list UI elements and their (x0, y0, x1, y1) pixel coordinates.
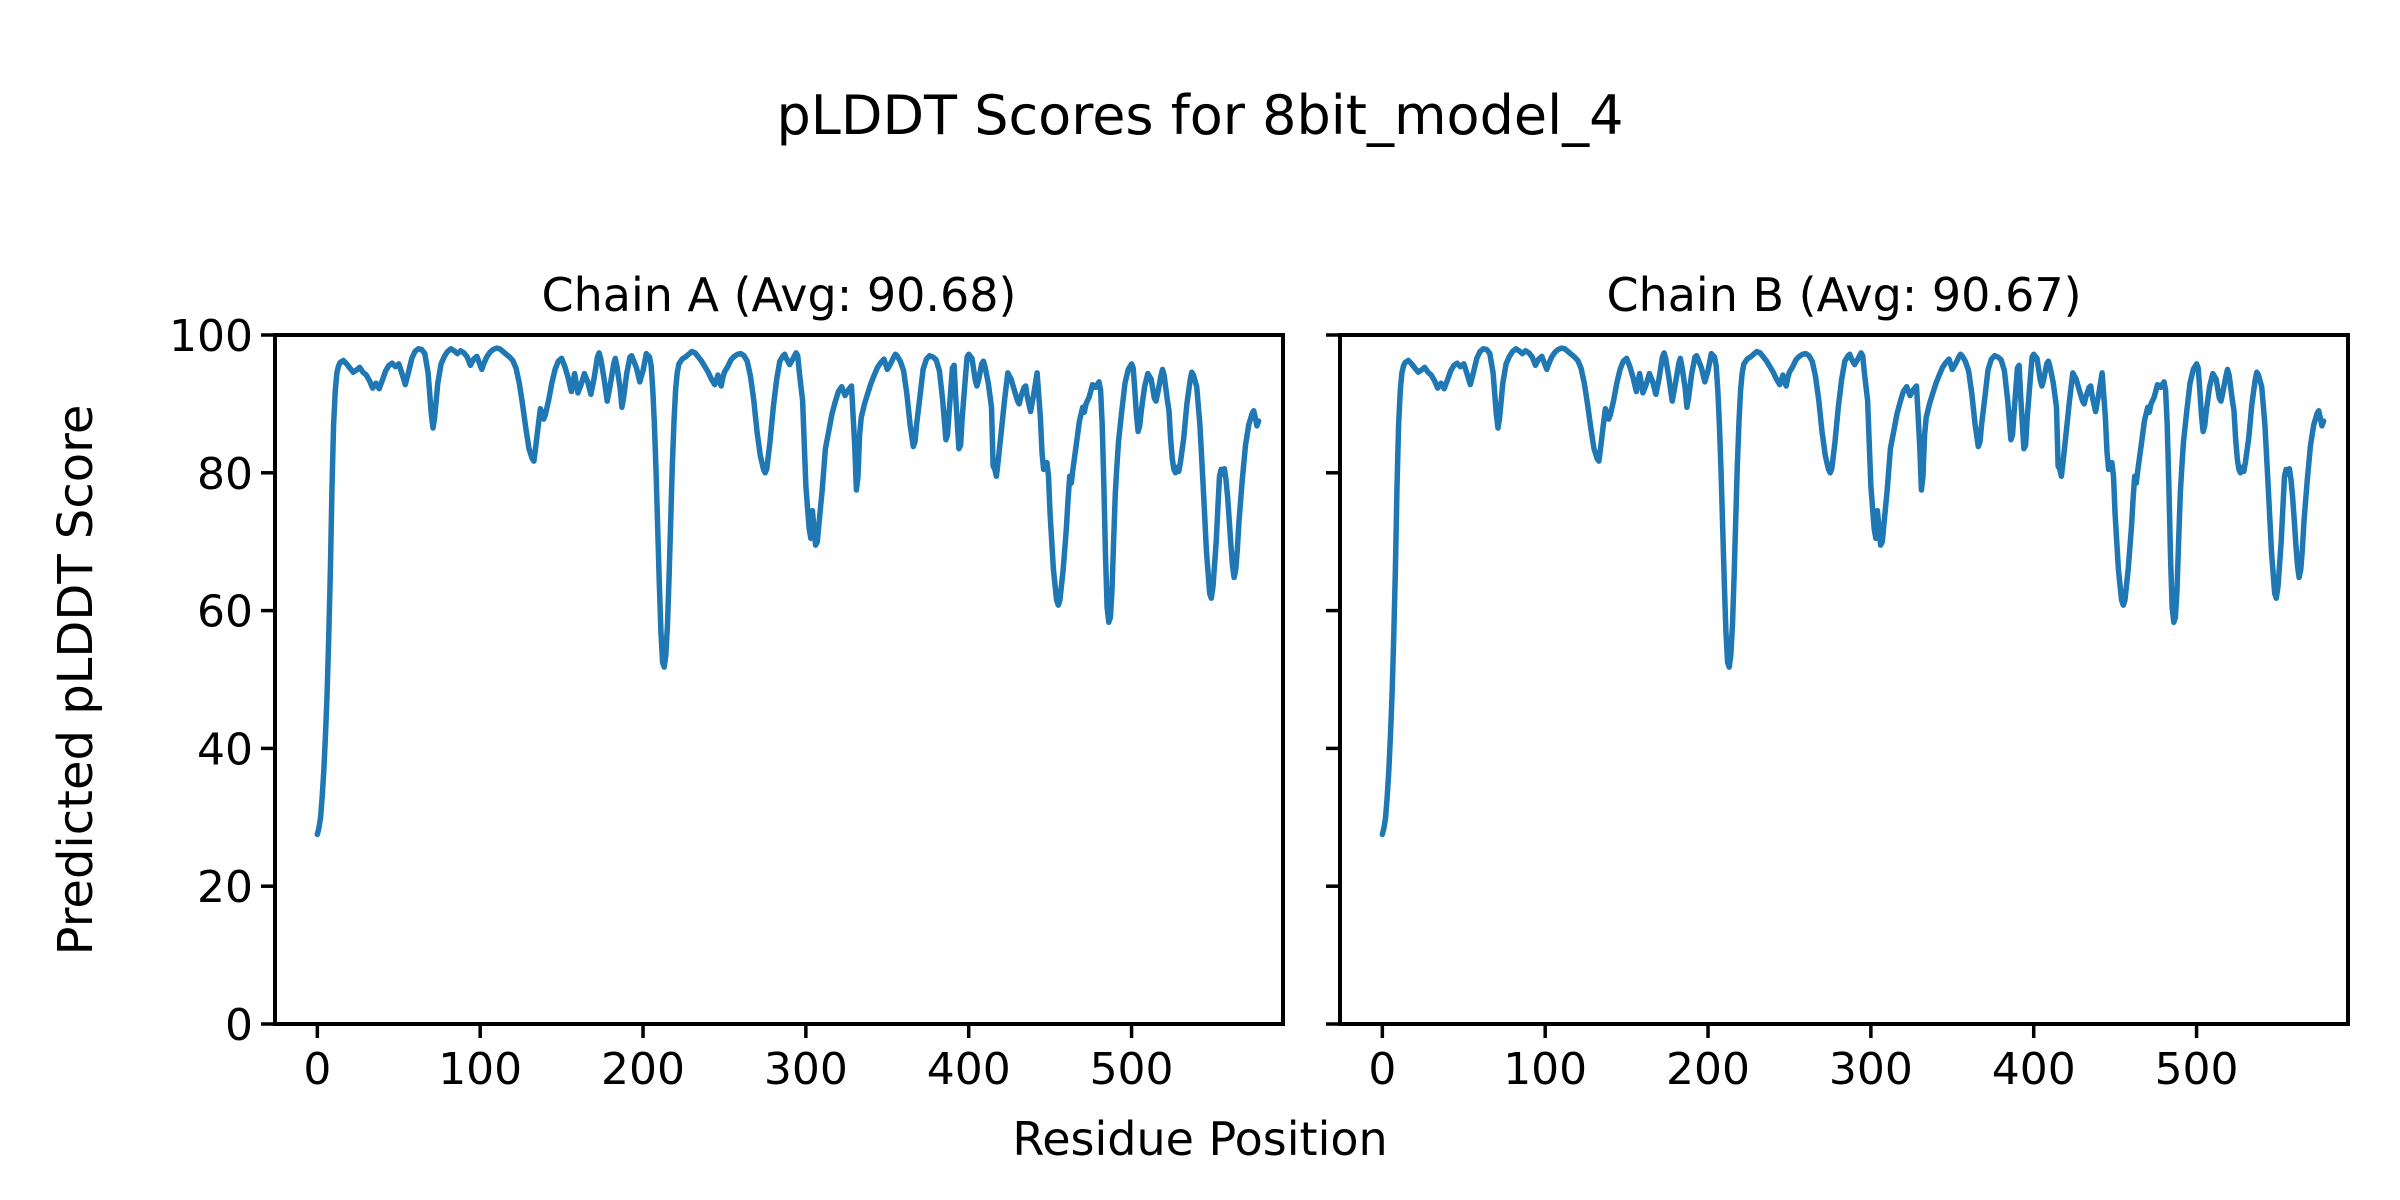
x-tick-label: 0 (1368, 1044, 1396, 1095)
figure-title: pLDDT Scores for 8bit_model_4 (776, 84, 1624, 147)
subplot-title-chain-a: Chain A (Avg: 90.68) (541, 268, 1017, 322)
x-axis-label: Residue Position (1012, 1112, 1388, 1166)
subplot-title-chain-b: Chain B (Avg: 90.67) (1606, 268, 2082, 322)
y-tick-label: 0 (225, 1000, 253, 1051)
y-axis-label: Predicted pLDDT Score (48, 404, 104, 956)
axes-frame (273, 333, 1285, 1026)
x-tick-label: 400 (1992, 1044, 2076, 1095)
y-tick-label: 60 (197, 587, 253, 638)
axes-frame (1338, 333, 2350, 1026)
y-tick-label: 20 (197, 862, 253, 913)
plddt-line-chain-a (314, 345, 1262, 838)
y-tick-label: 40 (197, 724, 253, 775)
x-tick-label: 100 (438, 1044, 522, 1095)
x-tick-label: 0 (303, 1044, 331, 1095)
plddt-line-chain-b (1379, 345, 2327, 838)
x-tick-label: 300 (764, 1044, 848, 1095)
x-tick-label: 500 (2155, 1044, 2239, 1095)
x-tick-label: 300 (1829, 1044, 1913, 1095)
x-tick-label: 200 (1666, 1044, 1750, 1095)
y-tick-label: 80 (197, 449, 253, 500)
x-tick-label: 500 (1090, 1044, 1174, 1095)
x-tick-label: 400 (927, 1044, 1011, 1095)
y-tick-label: 100 (169, 311, 253, 362)
x-tick-label: 200 (601, 1044, 685, 1095)
x-tick-label: 100 (1503, 1044, 1587, 1095)
